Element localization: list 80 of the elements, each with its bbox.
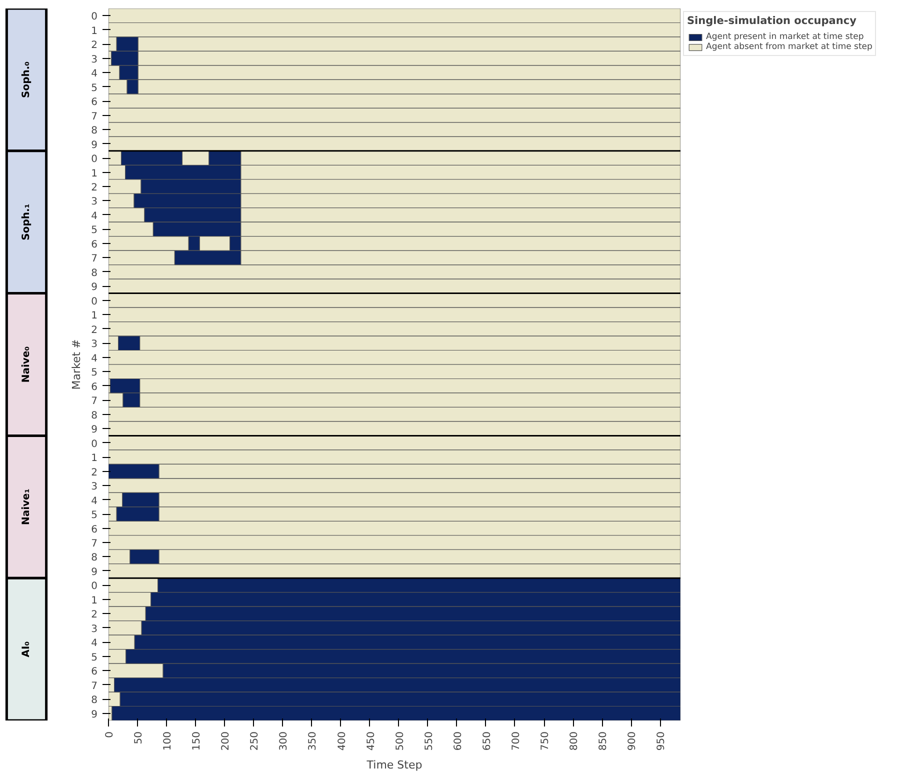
y-tick-label: 0	[91, 154, 98, 166]
y-tick-label: 2	[91, 324, 98, 336]
y-tick-label: 7	[91, 538, 98, 550]
y-tick-label: 3	[91, 482, 98, 493]
y-tick-label: 3	[91, 339, 98, 350]
x-tick-label: 650	[482, 731, 493, 751]
y-tick-label: 9	[91, 424, 98, 436]
legend-label: Agent present in market at time step	[706, 32, 864, 42]
y-tick-label: 8	[91, 268, 98, 279]
y-tick-label: 8	[91, 410, 98, 422]
y-tick-label: 6	[91, 382, 98, 393]
y-tick-label: 7	[91, 111, 98, 122]
x-tick-label: 300	[278, 731, 290, 751]
y-tick-label: 6	[91, 524, 98, 536]
y-tick-label: 8	[91, 126, 98, 137]
y-tick-label: 4	[91, 68, 98, 80]
x-tick-label: 0	[104, 731, 116, 738]
y-tick-label: 3	[91, 624, 98, 635]
x-tick-label: 950	[656, 731, 668, 751]
y-tick-label: 5	[91, 652, 98, 664]
text: AI₀	[21, 641, 32, 658]
legend-label: Agent absent from market at time step	[706, 42, 872, 52]
text: Soph.₀	[21, 61, 32, 98]
x-tick-label: 50	[134, 731, 145, 744]
y-tick-label: 4	[91, 496, 98, 507]
y-tick-label: 9	[91, 282, 98, 294]
x-tick-label: 100	[162, 731, 174, 751]
y-tick-label: 9	[91, 709, 98, 720]
x-tick-label: 350	[308, 731, 319, 751]
y-tick-label: 4	[91, 353, 98, 364]
x-tick-label: 450	[366, 731, 377, 751]
y-tick-label: 9	[91, 566, 98, 578]
y-tick-label: 4	[91, 638, 98, 650]
x-tick-label: 150	[192, 731, 203, 751]
x-tick-label: 200	[220, 731, 232, 751]
x-tick-label: 850	[598, 731, 610, 751]
x-tick-label: 550	[424, 731, 435, 751]
y-tick-label: 0	[91, 296, 98, 308]
x-tick-label: 800	[569, 731, 580, 751]
y-tick-label: 0	[91, 438, 98, 450]
y-tick-label: 1	[91, 26, 98, 37]
y-tick-label: 7	[91, 680, 98, 692]
text: Naive₀	[21, 346, 32, 383]
y-tick-label: 5	[91, 510, 98, 522]
y-tick-label: 5	[91, 225, 98, 236]
x-tick-label: 400	[336, 731, 348, 751]
text: Soph.₁	[21, 204, 32, 240]
x-tick-label: 500	[394, 731, 406, 751]
y-axis-title: Market #	[70, 339, 84, 390]
y-tick-label: 5	[91, 368, 98, 379]
text: Naive₁	[21, 488, 32, 526]
y-tick-label: 1	[91, 595, 98, 606]
x-tick-label: 900	[627, 731, 638, 751]
y-tick-label: 6	[91, 666, 98, 678]
y-tick-label: 1	[91, 168, 98, 180]
y-tick-label: 0	[91, 12, 98, 23]
legend-title: Single-simulation occupancy	[687, 15, 858, 27]
x-tick-label: 750	[540, 731, 552, 751]
y-tick-label: 3	[91, 196, 98, 208]
y-tick-label: 2	[91, 610, 98, 621]
x-tick-label: 250	[250, 731, 261, 751]
y-tick-label: 0	[91, 581, 98, 592]
x-tick-label: 600	[452, 731, 464, 751]
y-tick-label: 4	[91, 210, 98, 222]
x-tick-label: 700	[510, 731, 522, 751]
y-tick-label: 3	[91, 54, 98, 66]
y-tick-label: 1	[91, 310, 98, 322]
y-tick-label: 7	[91, 396, 98, 408]
x-axis-title: Time Step	[366, 758, 422, 772]
y-tick-label: 2	[91, 182, 98, 194]
y-tick-label: 5	[91, 82, 98, 94]
y-tick-label: 8	[91, 552, 98, 564]
y-tick-label: 6	[91, 97, 98, 108]
y-tick-label: 8	[91, 695, 98, 706]
y-tick-label: 1	[91, 453, 98, 464]
y-tick-label: 2	[91, 40, 98, 52]
y-tick-label: 9	[91, 140, 98, 151]
y-tick-label: 2	[91, 467, 98, 478]
y-tick-label: 6	[91, 239, 98, 250]
y-tick-label: 7	[91, 254, 98, 265]
